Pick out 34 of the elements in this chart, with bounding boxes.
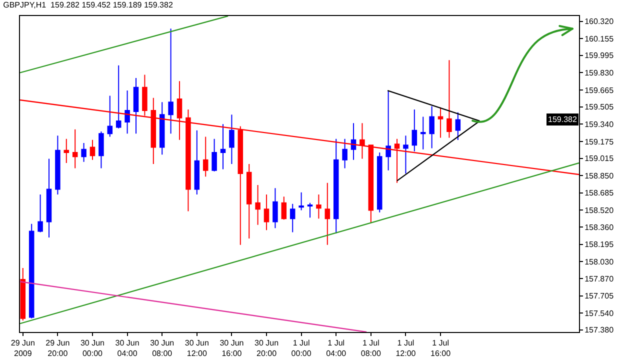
y-tick-label: 159.665	[584, 86, 614, 95]
x-tick-label: 30 Jun 04:00	[115, 338, 140, 358]
y-tick-label: 158.030	[584, 257, 614, 266]
y-tick-label: 158.360	[584, 222, 614, 232]
y-tick-label: 160.155	[584, 34, 614, 44]
x-tick-label: 30 Jun 16:00	[220, 338, 244, 358]
x-tick-label: 1 Jul 16:00	[430, 338, 452, 358]
y-tick-label: 159.830	[584, 68, 614, 78]
x-tick-label: 30 Jun 20:00	[254, 338, 279, 358]
y-tick-label: 159.995	[584, 51, 614, 60]
y-tick-label: 157.540	[584, 308, 614, 318]
x-tick-label: 29 Jun 20:00	[46, 338, 70, 358]
chart-title: GBPJPY,H1 159.282 159.452 159.189 159.382	[3, 0, 174, 10]
y-tick-label: 157.705	[584, 292, 614, 301]
x-tick-label: 1 Jul 04:00	[326, 338, 347, 358]
x-tick-label: 1 Jul 12:00	[396, 338, 416, 358]
x-tick-label: 30 Jun 08:00	[150, 338, 174, 358]
y-tick-label: 159.340	[584, 120, 614, 129]
y-tick-label: 159.505	[584, 102, 614, 112]
x-tick-label: 30 Jun 00:00	[80, 338, 105, 358]
y-tick-label: 158.195	[584, 240, 614, 250]
x-tick-label: 1 Jul 00:00	[291, 338, 312, 358]
y-tick-label: 160.320	[584, 17, 614, 26]
x-tick-label: 1 Jul 08:00	[360, 338, 382, 358]
y-tick-label: 159.015	[584, 154, 614, 164]
x-tick-label: 30 Jun 12:00	[184, 338, 209, 358]
annotation: 159.382	[548, 115, 578, 124]
y-tick-label: 157.870	[584, 274, 614, 284]
y-tick-label: 158.850	[584, 171, 614, 180]
y-tick-label: 159.175	[584, 137, 614, 146]
y-tick-label: 158.520	[584, 206, 614, 216]
x-tick-label: 29 Jun 2009	[10, 338, 35, 358]
y-tick-label: 158.685	[584, 188, 614, 198]
y-tick-label: 157.380	[584, 326, 614, 335]
